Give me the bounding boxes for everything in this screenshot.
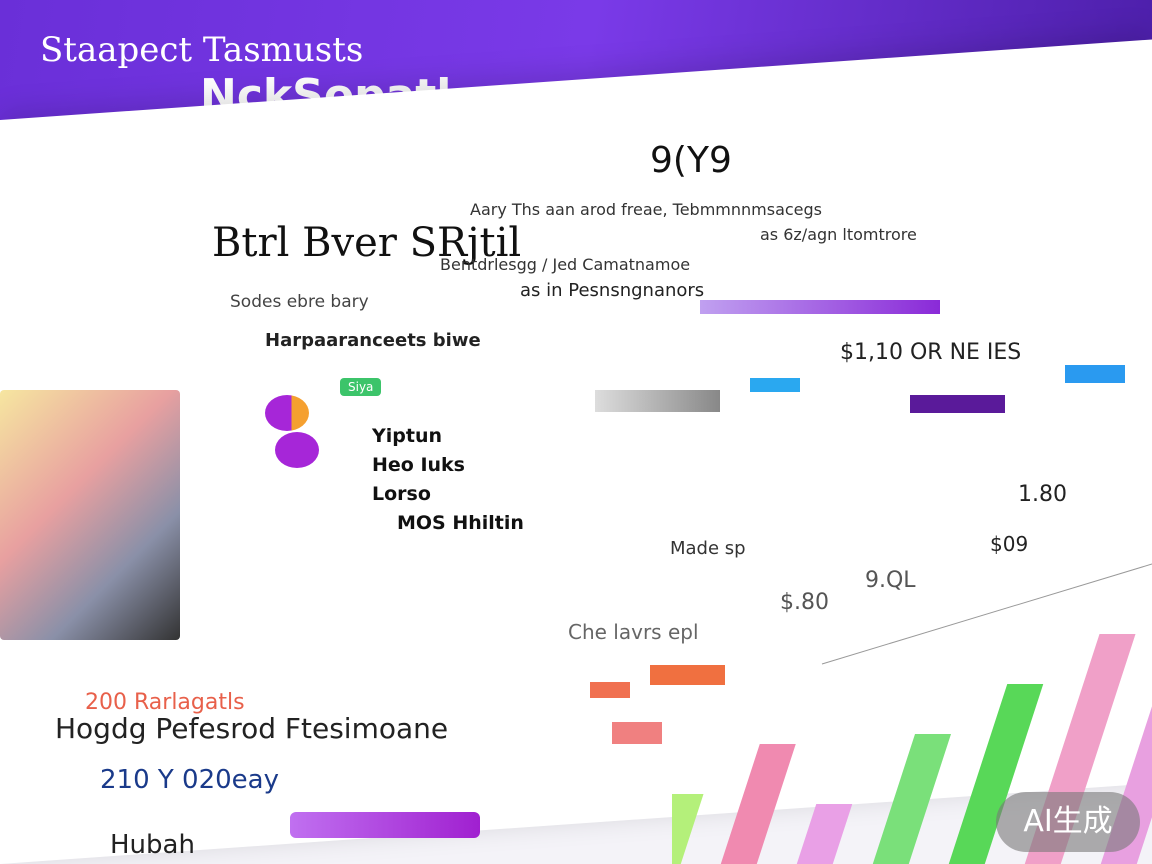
card-title-tag: 9(Y9	[650, 140, 732, 181]
swatch	[650, 665, 725, 685]
swatch	[612, 722, 662, 744]
bottom-subtitle: Hogdg Pefesrod Ftesimoane	[55, 712, 449, 745]
image-thumbnail	[0, 390, 180, 640]
bottom-date: 210 Y 020eay	[100, 765, 279, 795]
bar	[672, 794, 704, 864]
bottom-title: 200 Rarlagatls	[85, 690, 245, 715]
bar-chart	[672, 563, 1152, 864]
card-tag: Sodes ebre bary	[230, 292, 369, 312]
stat: 9.QL	[865, 568, 916, 593]
card-line: Bentdrlesgg / Jed Camatnamoe	[440, 255, 691, 274]
progress-bar	[595, 390, 720, 412]
trend-line	[821, 563, 1152, 665]
progress-bar	[700, 300, 940, 314]
legend-icon	[265, 395, 309, 431]
progress-bar	[910, 395, 1005, 413]
legend-item: Heo Iuks	[372, 454, 465, 476]
card-line: as 6z/agn ltomtrore	[760, 225, 917, 244]
progress-bar	[290, 812, 480, 838]
bar	[796, 804, 853, 864]
progress-bar	[750, 378, 800, 392]
bar	[948, 684, 1044, 864]
swatch	[590, 682, 630, 698]
badge: Siya	[340, 378, 382, 396]
stat: 1.80	[1018, 482, 1067, 507]
bar	[720, 744, 796, 864]
bottom-foot: Hubah	[110, 830, 195, 860]
card-tag: Harpaaranceets biwe	[265, 330, 481, 351]
header-title: Staapect Tasmusts	[40, 30, 364, 70]
label: Che lavrs epl	[568, 620, 699, 644]
card-line: Aary Ths aan arod freae, Tebmmnnmsacegs	[470, 200, 823, 219]
legend-item: Yiptun	[372, 425, 443, 447]
card-tag: as in Pesnsngnanors	[520, 280, 705, 301]
bar	[872, 734, 952, 864]
legend-icon	[275, 432, 319, 468]
stat: $1,10 OR NE IES	[840, 340, 1022, 365]
legend-item: Lorso	[372, 483, 431, 505]
stat: $.80	[780, 590, 829, 615]
watermark: AI生成	[996, 792, 1140, 852]
card-title: Btrl Bver SRjtil	[212, 220, 522, 266]
legend-item: MOS Hhiltin	[397, 512, 524, 534]
label: Made sp	[670, 538, 746, 559]
bar	[1100, 584, 1152, 864]
stat: $09	[990, 532, 1029, 556]
progress-bar	[1065, 365, 1125, 383]
